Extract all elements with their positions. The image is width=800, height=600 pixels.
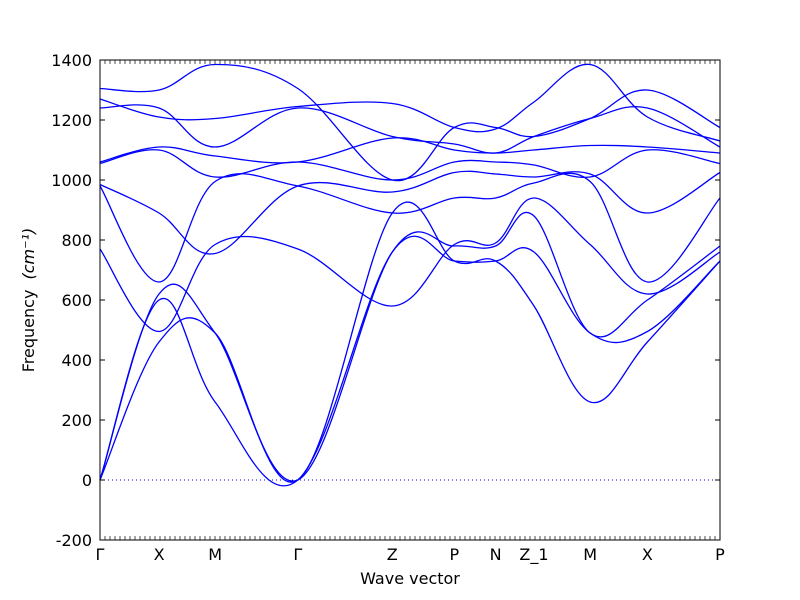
band-line-11 xyxy=(99,63,721,182)
band-line-8 xyxy=(99,137,721,164)
y-tick-label: 1400 xyxy=(51,51,92,70)
x-tick-label: X xyxy=(642,545,653,564)
band-line-9 xyxy=(99,104,721,154)
y-tick-label: 200 xyxy=(61,411,92,430)
y-tick-label: 1000 xyxy=(51,171,92,190)
y-tick-label: 800 xyxy=(61,231,92,250)
x-tick-label: N xyxy=(490,545,502,564)
x-tick-label: Z_1 xyxy=(519,545,548,565)
band-line-6 xyxy=(99,170,721,255)
band-line-2 xyxy=(99,235,721,487)
band-lines xyxy=(99,63,721,487)
x-tick-label: P xyxy=(715,545,725,564)
band-line-7 xyxy=(99,149,721,181)
y-tick-label: 600 xyxy=(61,291,92,310)
band-line-3 xyxy=(99,212,721,482)
x-tick-label: M xyxy=(208,545,222,564)
x-tick-label: M xyxy=(583,545,597,564)
y-axis-ticks: -200 0 200 400 600 800 1000 1200 1400 xyxy=(51,51,720,550)
x-tick-label: Z xyxy=(387,545,398,564)
x-tick-label: X xyxy=(154,545,165,564)
y-axis-label: Frequency (cm⁻¹) xyxy=(19,228,38,372)
y-tick-label: 0 xyxy=(82,471,92,490)
band-line-4 xyxy=(99,197,721,333)
band-line-5 xyxy=(99,172,721,283)
y-axis-label-unit: (cm⁻¹) xyxy=(19,228,38,280)
x-axis-ticks: Γ X M Γ Z P N Z_1 M X P xyxy=(96,60,725,565)
x-tick-label: Γ xyxy=(293,545,302,564)
band-line-10 xyxy=(99,63,721,142)
y-axis-label-text: Frequency xyxy=(19,290,38,373)
y-tick-label: 1200 xyxy=(51,111,92,130)
y-tick-label: 400 xyxy=(61,351,92,370)
band-line-1 xyxy=(99,201,721,483)
x-tick-label: P xyxy=(449,545,459,564)
y-tick-label: -200 xyxy=(56,531,92,550)
x-tick-label: Γ xyxy=(96,545,105,564)
x-axis-label: Wave vector xyxy=(360,569,460,588)
